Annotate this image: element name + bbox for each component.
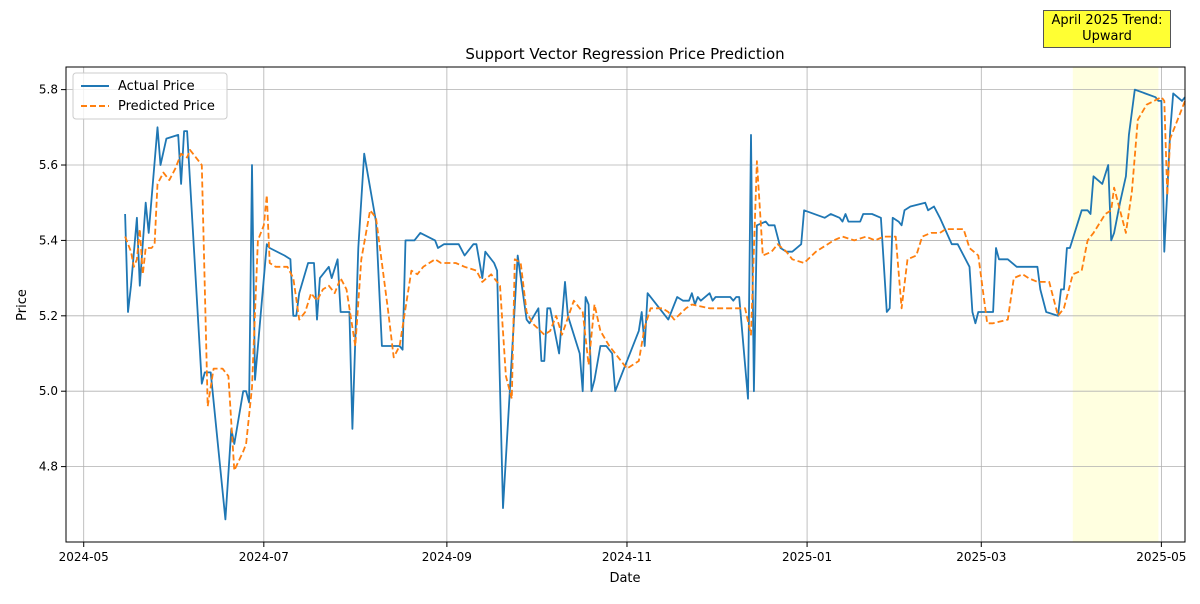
series-line-actual-price <box>124 88 1186 521</box>
y-axis-label: Price <box>15 289 30 321</box>
trend-annotation-line: April 2025 Trend: <box>1051 13 1163 28</box>
trend-annotation-line: Upward <box>1082 29 1132 44</box>
x-tick-label: 2025-05 <box>1136 550 1186 564</box>
y-tick-label: 5.6 <box>39 158 58 172</box>
series-layer <box>124 88 1186 521</box>
x-axis-label: Date <box>609 571 640 586</box>
y-tick-label: 4.8 <box>39 460 58 474</box>
trend-annotation-box: April 2025 Trend: Upward <box>1043 10 1171 48</box>
chart-title: Support Vector Regression Price Predicti… <box>465 45 784 63</box>
tick-layer: 2024-05 2024-07 2024-09 2024-11 2025-01 2025-… <box>39 83 1187 564</box>
series-line-predicted-price <box>124 96 1186 472</box>
y-tick-label: 5.0 <box>39 384 58 398</box>
legend-box <box>72 72 228 120</box>
april-highlight-band <box>1072 67 1159 542</box>
y-tick-label: 5.2 <box>39 309 58 323</box>
x-tick-label: 2025-03 <box>956 550 1006 564</box>
highlight-band-layer <box>1072 67 1159 542</box>
legend-label-predicted: Predicted Price <box>118 99 215 114</box>
y-tick-label: 5.8 <box>39 83 58 97</box>
x-tick-label: 2024-11 <box>602 550 652 564</box>
plot-frame <box>65 66 1186 543</box>
x-tick-label: 2024-09 <box>422 550 472 564</box>
y-tick-label: 5.4 <box>39 233 58 247</box>
x-tick-label: 2024-07 <box>239 550 289 564</box>
legend: Actual Price Predicted Price <box>72 72 228 120</box>
x-tick-label: 2024-05 <box>59 550 109 564</box>
x-tick-label: 2025-01 <box>782 550 832 564</box>
legend-label-actual: Actual Price <box>118 79 195 94</box>
trend-annotation-text: April 2025 Trend: Upward <box>1044 13 1170 45</box>
